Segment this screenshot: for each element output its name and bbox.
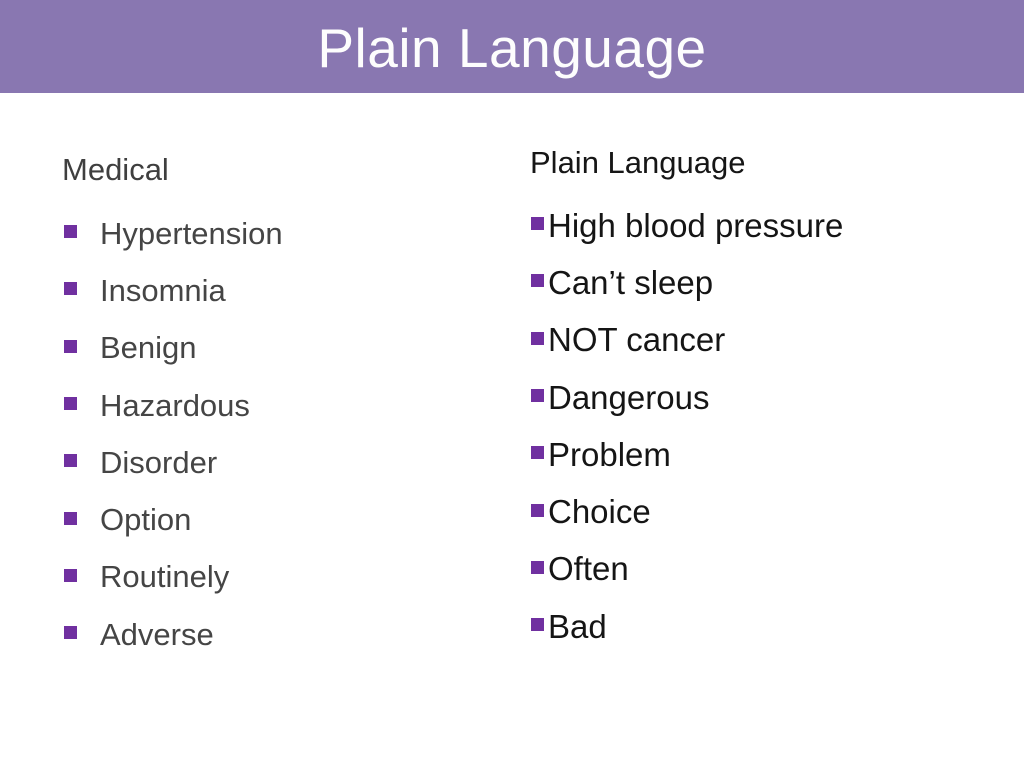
slide-title: Plain Language [317, 17, 707, 79]
list-item-label: Hazardous [100, 387, 250, 423]
list-item: Insomnia [64, 262, 283, 319]
list-item-label: Option [100, 502, 192, 538]
list-item-label: Choice [548, 493, 651, 531]
list-item-label: Hypertension [100, 215, 283, 251]
list-item: Option [64, 491, 283, 548]
list-item: Can’t sleep [531, 254, 843, 311]
list-item: Benign [64, 320, 283, 377]
list-item-label: Bad [548, 607, 607, 645]
medical-column: Medical Hypertension Insomnia Benign Hazard… [62, 152, 492, 651]
bullet-square-icon [64, 568, 77, 582]
list-item: Adverse [64, 606, 283, 663]
list-item: High blood pressure [531, 197, 843, 254]
medical-term-list: Hypertension Insomnia Benign Hazardous Disor… [64, 205, 283, 663]
list-item: Disorder [64, 434, 283, 491]
list-item-label: Routinely [100, 559, 230, 595]
bullet-square-icon [64, 511, 77, 525]
list-item: Routinely [64, 549, 283, 606]
list-item: Hazardous [64, 377, 283, 434]
bullet-square-icon [64, 225, 77, 239]
list-item: Bad [531, 598, 843, 655]
list-item: Hypertension [64, 205, 283, 262]
list-item-label: Problem [548, 435, 671, 473]
list-item-label: Can’t sleep [548, 263, 714, 301]
bullet-square-icon [64, 397, 77, 411]
list-item-label: Dangerous [548, 378, 710, 416]
bullet-square-icon [64, 626, 77, 640]
list-item-label: Disorder [100, 444, 218, 480]
list-item-label: Often [548, 550, 629, 588]
list-item-label: Insomnia [100, 272, 226, 308]
plain-language-column: Plain Language High blood pressure Can’t … [530, 145, 970, 644]
list-item: Problem [531, 426, 843, 483]
medical-column-heading: Medical [62, 152, 169, 187]
list-item: Dangerous [531, 369, 843, 426]
bullet-square-icon [531, 389, 544, 403]
bullet-square-icon [64, 282, 77, 296]
list-item-label: High blood pressure [548, 206, 844, 244]
bullet-square-icon [64, 454, 77, 468]
list-item-label: NOT cancer [548, 321, 726, 359]
plain-language-term-list: High blood pressure Can’t sleep NOT cancer… [531, 197, 843, 655]
bullet-square-icon [531, 331, 544, 345]
list-item-label: Benign [100, 330, 197, 366]
bullet-square-icon [531, 503, 544, 517]
bullet-square-icon [531, 618, 544, 632]
list-item: Often [531, 541, 843, 598]
bullet-square-icon [64, 339, 77, 353]
list-item: Choice [531, 483, 843, 540]
slide-header-bar: Plain Language [0, 0, 1024, 93]
bullet-square-icon [531, 560, 544, 574]
bullet-square-icon [531, 217, 544, 231]
plain-language-column-heading: Plain Language [530, 145, 746, 180]
bullet-square-icon [531, 446, 544, 460]
list-item-label: Adverse [100, 616, 214, 652]
bullet-square-icon [531, 274, 544, 288]
list-item: NOT cancer [531, 312, 843, 369]
